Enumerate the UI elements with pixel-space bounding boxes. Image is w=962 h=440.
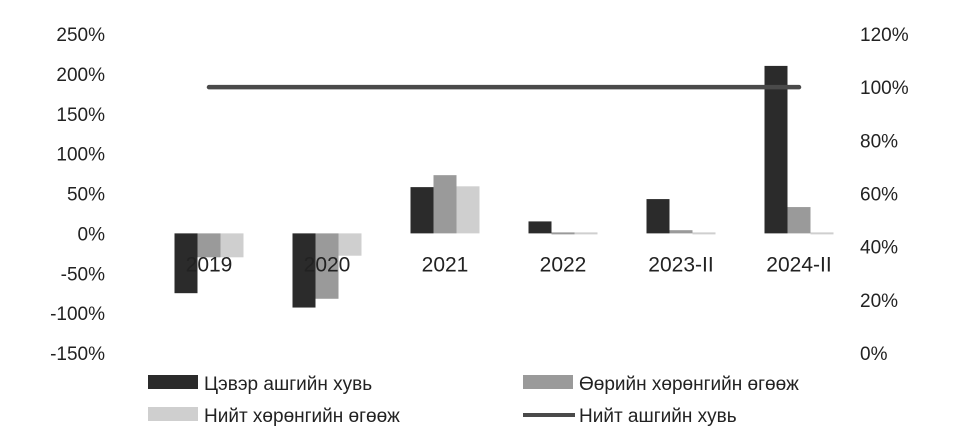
bar-1-2020: [315, 233, 339, 299]
bar-1-2024-II: [787, 207, 811, 234]
legend: Цэвэр ашгийн хувь Өөрийн хөрөнгийн өгөөж Н…: [148, 374, 799, 427]
bar-2-2021: [456, 186, 480, 234]
category-labels: 2019 2020 2021 2022 2023-II 2024-II: [186, 253, 832, 276]
category-label: 2023-II: [648, 253, 713, 276]
bar-2-2020: [338, 233, 362, 256]
legend-label: Нийт хөрөнгийн өгөөж: [204, 406, 400, 427]
bar-1-2023-II: [669, 230, 693, 234]
right-tick-label: 20%: [860, 291, 898, 312]
right-tick-label: 60%: [860, 185, 898, 206]
category-label: 2022: [540, 253, 587, 276]
bar-1-2019: [197, 233, 221, 258]
left-tick-label: 100%: [56, 145, 105, 166]
legend-label: Нийт ашгийн хувь: [579, 406, 737, 427]
bar-0-2024-II: [764, 65, 788, 234]
left-tick-label: -100%: [50, 304, 105, 325]
category-label: 2024-II: [766, 253, 831, 276]
bar-2-2023-II: [692, 232, 716, 235]
right-tick-label: 40%: [860, 238, 898, 259]
bar-2-2024-II: [810, 232, 834, 235]
left-tick-label: 50%: [67, 185, 105, 206]
right-tick-label: 0%: [860, 344, 888, 365]
legend-label: Цэвэр ашгийн хувь: [204, 374, 372, 395]
bar-0-2019: [174, 233, 198, 294]
bar-0-2023-II: [646, 199, 670, 234]
left-tick-label: 0%: [78, 224, 106, 245]
bar-1-2022: [551, 232, 575, 235]
right-axis-ticks: 120% 100% 80% 60% 40% 20% 0%: [860, 25, 909, 365]
bar-marks: [174, 65, 834, 308]
legend-swatch: [523, 375, 573, 389]
bar-1-2021: [433, 175, 457, 234]
bar-0-2021: [410, 187, 434, 234]
right-tick-label: 120%: [860, 25, 909, 46]
right-tick-label: 100%: [860, 78, 909, 99]
legend-swatch: [148, 407, 198, 421]
bar-0-2022: [528, 221, 552, 234]
category-label: 2019: [186, 253, 233, 276]
category-label: 2020: [304, 253, 351, 276]
right-tick-label: 80%: [860, 131, 898, 152]
bar-2-2022: [574, 232, 598, 235]
left-tick-label: -150%: [50, 344, 105, 365]
left-axis-ticks: 250% 200% 150% 100% 50% 0% -50% -100% -150%: [50, 25, 105, 365]
legend-label: Өөрийн хөрөнгийн өгөөж: [579, 374, 799, 395]
legend-swatch: [148, 375, 198, 389]
bar-0-2020: [292, 233, 316, 308]
left-tick-label: -50%: [61, 264, 105, 285]
bar-2-2019: [220, 233, 244, 258]
left-tick-label: 250%: [56, 25, 105, 46]
left-tick-label: 200%: [56, 65, 105, 86]
category-label: 2021: [422, 253, 469, 276]
left-tick-label: 150%: [56, 105, 105, 126]
